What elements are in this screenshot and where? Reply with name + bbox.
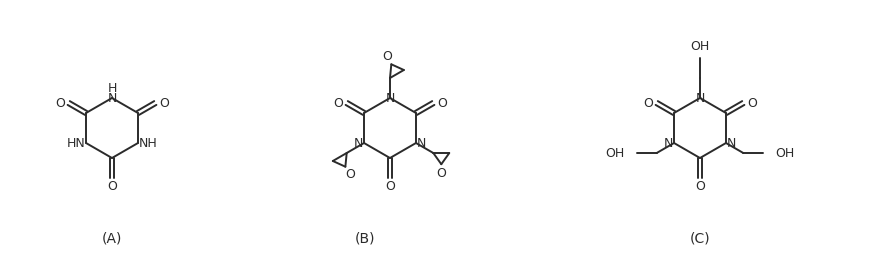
Text: O: O	[344, 168, 355, 181]
Text: O: O	[437, 96, 447, 109]
Text: (B): (B)	[355, 232, 375, 246]
Text: OH: OH	[605, 147, 624, 160]
Text: (A): (A)	[102, 232, 122, 246]
Text: HN: HN	[66, 137, 85, 150]
Text: OH: OH	[774, 147, 793, 160]
Text: O: O	[746, 96, 756, 109]
Text: O: O	[385, 180, 395, 193]
Text: N: N	[663, 137, 673, 150]
Text: N: N	[416, 137, 426, 150]
Text: O: O	[159, 96, 169, 109]
Text: N: N	[694, 92, 704, 105]
Text: N: N	[385, 92, 395, 105]
Text: O: O	[436, 167, 446, 180]
Text: O: O	[381, 50, 391, 63]
Text: N: N	[107, 92, 116, 105]
Text: O: O	[55, 96, 64, 109]
Text: N: N	[353, 137, 362, 150]
Text: NH: NH	[139, 137, 157, 150]
Text: O: O	[642, 96, 652, 109]
Text: O: O	[332, 96, 342, 109]
Text: N: N	[726, 137, 735, 150]
Text: O: O	[694, 180, 704, 193]
Text: (C): (C)	[689, 232, 709, 246]
Text: H: H	[107, 82, 116, 95]
Text: OH: OH	[690, 40, 709, 53]
Text: O: O	[107, 180, 116, 193]
